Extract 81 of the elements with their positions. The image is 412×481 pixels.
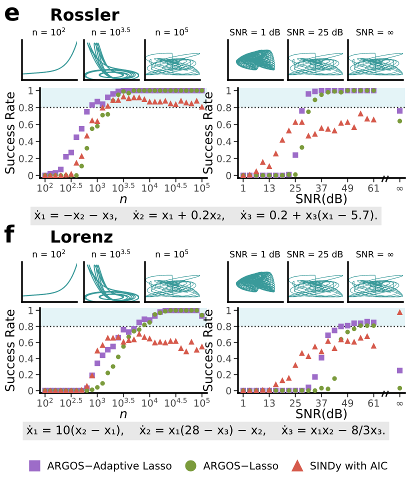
x-tick-label: 37 — [316, 184, 327, 192]
x-tick-label: 10$^{2}$ — [38, 182, 53, 192]
x-tick-label: 10$^{3}$ — [90, 398, 106, 407]
y-tick-label: 1 — [28, 87, 33, 94]
y-axis-title: Success Rate — [203, 92, 212, 174]
x-tick-label: 10$^{2}$ — [38, 398, 53, 407]
text: e — [5, 7, 19, 21]
x-tick-label: 37 — [316, 399, 327, 407]
y-tick-label: 0.2 — [18, 371, 33, 378]
y-tick-label: 0.2 — [216, 371, 231, 378]
x-tick-label: 10$^{4.5}$ — [165, 182, 187, 192]
y-tick-label: 0.4 — [216, 138, 232, 146]
x-tick-label: 10$^{5}$ — [194, 182, 210, 192]
y-tick-label: 0 — [28, 172, 34, 180]
y-axis-title: Success Rate — [5, 92, 14, 174]
y-tick-label: 0.6 — [216, 120, 232, 128]
text: ẋ₁ = −x₂ − x₃, ẋ₂ = x₁ + 0.2x₂, ẋ₃ = 0.2 + x₃(x₁ − 5.7). — [34, 210, 377, 221]
x-tick-label: 13 — [264, 399, 275, 407]
legend-label: ARGOS−Lasso — [203, 462, 278, 470]
x-tick-label: 10$^{4}$ — [142, 182, 158, 192]
y-tick-label: 0.6 — [216, 338, 232, 346]
text: SNR = 25 dB — [287, 250, 343, 258]
x-tick-label: 49 — [342, 184, 354, 192]
y-tick-label: 0.4 — [18, 354, 34, 362]
x-tick-label: 13 — [264, 184, 275, 192]
y-axis-title: Success Rate — [203, 310, 212, 392]
y-axis-title: Success Rate — [5, 310, 14, 392]
x-tick-label: 61 — [368, 184, 379, 192]
y-tick-label: 0.8 — [216, 322, 232, 330]
y-tick-label: 1 — [226, 307, 231, 314]
x-tick-label: 1 — [241, 184, 246, 192]
x-tick-label: 25 — [290, 184, 301, 192]
text: SNR = ∞ — [356, 28, 394, 36]
text: ẋ₁ = 10(x₂ − x₁), ẋ₂ = x₁(28 − x₃) − x₂, ẋ₃ = x₁x₂ − 8/3x₃. — [26, 425, 384, 436]
text: SNR = ∞ — [356, 250, 394, 258]
x-tick-label: ∞ — [396, 402, 403, 406]
text: n = 10$^{5}$ — [156, 28, 188, 36]
x-tick-label: 10$^{4.5}$ — [165, 398, 187, 407]
text: SNR = 1 dB — [230, 250, 280, 258]
x-tick-label: 10$^{4}$ — [142, 398, 158, 407]
text: n = 10$^{3.5}$ — [92, 27, 130, 36]
text: n = 10$^{2}$ — [32, 27, 66, 36]
x-tick-label: 10$^{3.5}$ — [112, 182, 134, 192]
x-tick-label: 25 — [290, 399, 301, 407]
text: n = 10$^{2}$ — [32, 249, 66, 258]
y-tick-label: 0 — [28, 387, 34, 394]
x-tick-label: 1 — [241, 400, 246, 407]
chart-title: Rossler — [52, 8, 120, 21]
y-tick-label: 0.2 — [216, 154, 231, 162]
x-tick-label: 10$^{2.5}$ — [60, 398, 82, 407]
x-tick-label: 10$^{5}$ — [194, 398, 210, 407]
legend-label: ARGOS−Adaptive Lasso — [47, 462, 172, 472]
x-axis-title: n — [120, 411, 127, 418]
text: SNR = 25 dB — [287, 28, 343, 36]
x-axis-title: SNR(dB) — [296, 194, 347, 205]
x-axis-title: SNR(dB) — [296, 408, 347, 420]
x-tick-label: ∞ — [396, 186, 403, 191]
x-tick-label: 61 — [368, 399, 379, 407]
x-tick-label: 10$^{3.5}$ — [112, 398, 134, 407]
text: n = 10$^{5}$ — [156, 250, 188, 258]
y-tick-label: 0.8 — [216, 104, 232, 112]
y-tick-label: 0.4 — [216, 354, 232, 362]
y-tick-label: 0.4 — [18, 138, 34, 146]
y-tick-label: 0.8 — [18, 104, 34, 112]
y-tick-label: 1 — [226, 87, 231, 94]
x-tick-label: 49 — [342, 399, 354, 407]
y-tick-label: 0 — [226, 387, 232, 394]
y-tick-label: 0 — [226, 172, 232, 180]
chart-title: Lorenz — [52, 230, 112, 243]
text: SNR = 1 dB — [230, 28, 280, 36]
x-axis-title: n — [120, 196, 127, 204]
legend-label: SINDy with AIC — [310, 462, 388, 472]
text: f — [4, 224, 14, 243]
y-tick-label: 0.6 — [18, 338, 34, 346]
y-tick-label: 0.6 — [18, 120, 34, 128]
x-tick-label: 10$^{3}$ — [90, 182, 106, 192]
y-tick-label: 0.2 — [18, 154, 33, 162]
y-tick-label: 0.8 — [18, 322, 34, 330]
text: n = 10$^{3.5}$ — [92, 249, 130, 258]
y-tick-label: 1 — [28, 307, 33, 314]
x-tick-label: 10$^{2.5}$ — [60, 182, 82, 192]
